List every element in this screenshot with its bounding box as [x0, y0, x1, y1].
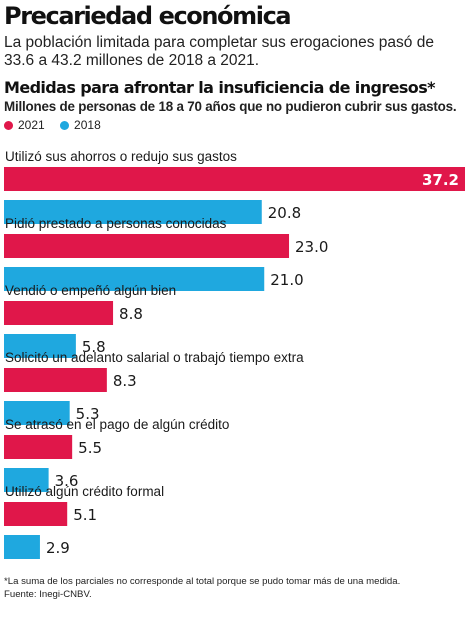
category-label-vendio-o-empeno-algun-bien: Vendió o empeñó algún bien — [5, 283, 176, 298]
category-label-solicito-un-adelanto-salarial-o-trabajo-tiempo-extra: Solicitó un adelanto salarial o trabajó … — [5, 350, 304, 365]
bar-2018-se-atraso-en-el-pago-de-algun-credito — [4, 468, 49, 492]
value-label-2021-se-atraso-en-el-pago-de-algun-credito: 5.5 — [78, 439, 102, 457]
legend-label-2018: 2018 — [74, 118, 101, 132]
legend-label-2021: 2021 — [18, 118, 45, 132]
bar-2021-pidio-prestado-a-personas-conocidas — [4, 234, 290, 258]
value-label-2021-pidio-prestado-a-personas-conocidas: 23.0 — [295, 238, 328, 256]
bar-2018-utilizo-algun-credito-formal — [4, 535, 40, 559]
category-label-utilizo-sus-ahorros-o-redujo-sus-gastos: Utilizó sus ahorros o redujo sus gastos — [5, 149, 237, 164]
value-label-2018-solicito-un-adelanto-salarial-o-trabajo-tiempo-extra: 5.3 — [76, 405, 100, 423]
legend-item-2018: 2018 — [60, 118, 101, 132]
bar-2021-utilizo-sus-ahorros-o-redujo-sus-gastos — [4, 167, 465, 191]
bar-2018-utilizo-sus-ahorros-o-redujo-sus-gastos — [4, 200, 262, 224]
bar-2021-solicito-un-adelanto-salarial-o-trabajo-tiempo-extra — [4, 368, 107, 392]
category-label-pidio-prestado-a-personas-conocidas: Pidió prestado a personas conocidas — [5, 216, 227, 231]
category-label-se-atraso-en-el-pago-de-algun-credito: Se atrasó en el pago de algún crédito — [5, 417, 229, 432]
bar-2018-solicito-un-adelanto-salarial-o-trabajo-tiempo-extra — [4, 401, 70, 425]
bar-2018-vendio-o-empeno-algun-bien — [4, 334, 76, 358]
value-label-2021-utilizo-algun-credito-formal: 5.1 — [73, 506, 97, 524]
value-label-2018-pidio-prestado-a-personas-conocidas: 21.0 — [270, 271, 303, 289]
page-subtitle: La población limitada para completar sus… — [4, 34, 434, 69]
chart-subtitle: Millones de personas de 18 a 70 años que… — [4, 99, 457, 114]
chart-legend: 2021 2018 — [4, 118, 113, 133]
footnote: *La suma de los parciales no corresponde… — [4, 576, 401, 587]
value-label-2018-vendio-o-empeno-algun-bien: 5.8 — [82, 338, 106, 356]
category-label-utilizo-algun-credito-formal: Utilizó algún crédito formal — [5, 484, 164, 499]
page-title: Precariedad económica — [4, 2, 292, 30]
value-label-2021-vendio-o-empeno-algun-bien: 8.8 — [119, 305, 143, 323]
value-label-2021-utilizo-sus-ahorros-o-redujo-sus-gastos: 37.2 — [422, 171, 459, 189]
chart-title: Medidas para afrontar la insuficiencia d… — [4, 78, 435, 97]
legend-item-2021: 2021 — [4, 118, 45, 132]
source-note: Fuente: Inegi-CNBV. — [4, 589, 92, 600]
bar-2021-utilizo-algun-credito-formal — [4, 502, 68, 526]
legend-dot-2021 — [4, 120, 13, 130]
bar-2018-pidio-prestado-a-personas-conocidas — [4, 267, 265, 291]
bar-2021-se-atraso-en-el-pago-de-algun-credito — [4, 435, 73, 459]
legend-dot-2018 — [60, 120, 70, 130]
value-label-2018-utilizo-algun-credito-formal: 2.9 — [46, 539, 70, 557]
value-label-2018-se-atraso-en-el-pago-de-algun-credito: 3.6 — [55, 472, 79, 490]
bar-2021-vendio-o-empeno-algun-bien — [4, 301, 114, 325]
value-label-2021-solicito-un-adelanto-salarial-o-trabajo-tiempo-extra: 8.3 — [113, 372, 137, 390]
value-label-2018-utilizo-sus-ahorros-o-redujo-sus-gastos: 20.8 — [268, 204, 301, 222]
